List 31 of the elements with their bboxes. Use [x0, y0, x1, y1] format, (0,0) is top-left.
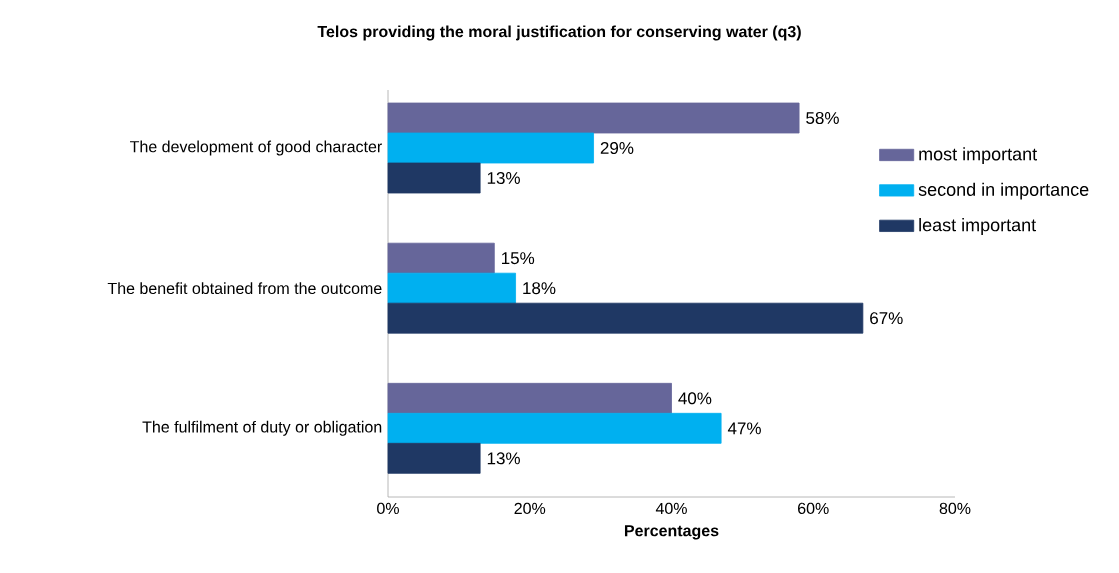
bar: [387, 272, 516, 304]
legend-label: most important: [919, 147, 1037, 165]
x-tick-label: 60%: [798, 502, 829, 515]
legend-label: second in importance: [918, 182, 1089, 200]
x-axis-title: Percentages: [624, 525, 719, 540]
y-tick-label: The benefit obtained from the outcome: [107, 282, 382, 295]
data-label: 40%: [678, 392, 712, 405]
data-label: 15%: [502, 252, 535, 265]
bar: [387, 302, 864, 334]
x-tick-label: 0%: [377, 502, 399, 515]
data-label: 13%: [487, 172, 520, 185]
bar: [387, 442, 481, 474]
bar: [387, 132, 594, 164]
data-label: 67%: [870, 312, 903, 325]
y-tick-label: The fulfilment of duty or obligation: [142, 420, 382, 436]
bar: [387, 242, 495, 274]
x-tick-label: 80%: [939, 502, 971, 515]
data-label: 13%: [487, 452, 520, 465]
y-tick-label: The development of good character: [130, 140, 382, 156]
bar: [387, 382, 672, 414]
chart-title: Telos providing the moral justification for conserving water (q3): [317, 25, 801, 41]
data-label: 18%: [523, 282, 556, 295]
x-tick-label: 20%: [514, 502, 546, 515]
bar: [387, 412, 722, 444]
bar: [387, 162, 481, 194]
x-tick-label: 40%: [655, 502, 687, 515]
data-label: 29%: [600, 142, 634, 155]
bar: [387, 102, 800, 134]
data-label: 47%: [727, 422, 761, 435]
data-label: 58%: [806, 112, 839, 125]
legend-label: least important: [919, 218, 1037, 235]
